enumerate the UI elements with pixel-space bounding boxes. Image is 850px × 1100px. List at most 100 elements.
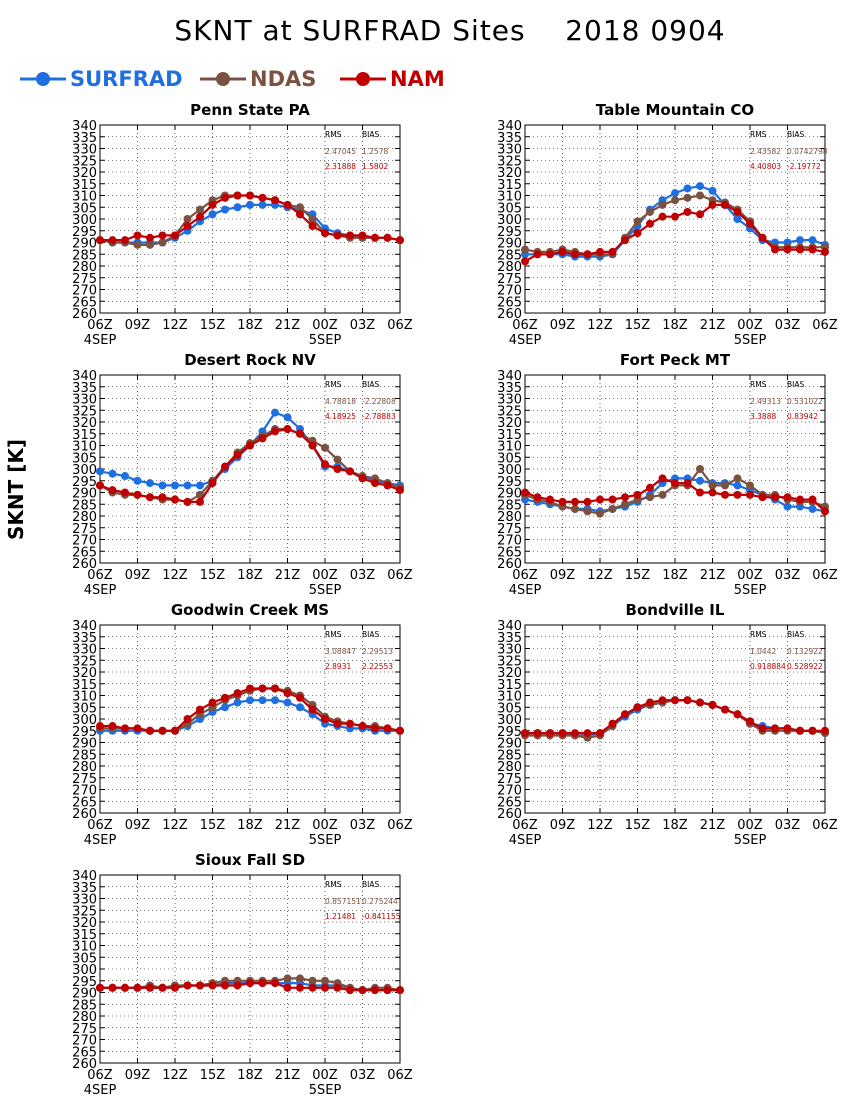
data-point-nam bbox=[96, 481, 104, 490]
x-tick-label: 15Z bbox=[200, 318, 226, 333]
y-tick-label: 305 bbox=[497, 201, 522, 216]
data-point-nam bbox=[383, 481, 392, 490]
data-point-ndas bbox=[696, 191, 704, 200]
data-point-nam bbox=[621, 710, 629, 719]
y-tick-label: 320 bbox=[72, 166, 97, 181]
x-tick-label: 03Z bbox=[350, 1068, 376, 1083]
stats-header-bias: BIAS bbox=[362, 630, 379, 639]
y-tick-label: 310 bbox=[497, 440, 522, 455]
data-point-ndas bbox=[283, 974, 292, 983]
data-point-surfrad bbox=[133, 476, 142, 485]
y-tick-label: 270 bbox=[497, 784, 522, 799]
y-tick-label: 340 bbox=[72, 119, 97, 134]
x-tick-sublabel: 5SEP bbox=[309, 583, 342, 598]
y-tick-label: 340 bbox=[72, 369, 97, 384]
data-point-nam bbox=[783, 245, 792, 254]
data-point-ndas bbox=[321, 443, 329, 452]
x-tick-label: 15Z bbox=[625, 568, 651, 583]
data-point-nam bbox=[333, 231, 342, 240]
y-tick-label: 280 bbox=[497, 760, 522, 775]
x-tick-label: 21Z bbox=[700, 318, 726, 333]
data-point-nam bbox=[758, 233, 767, 242]
data-point-nam bbox=[583, 729, 592, 738]
y-tick-label: 330 bbox=[72, 393, 97, 408]
data-point-nam bbox=[583, 250, 592, 259]
data-point-nam bbox=[233, 689, 242, 698]
y-tick-label: 335 bbox=[497, 631, 522, 646]
y-tick-label: 290 bbox=[72, 987, 97, 1002]
y-tick-label: 340 bbox=[497, 119, 522, 134]
y-tick-label: 280 bbox=[72, 510, 97, 525]
x-tick-label: 15Z bbox=[625, 818, 651, 833]
data-point-nam bbox=[721, 490, 729, 499]
data-point-nam bbox=[358, 474, 367, 483]
chart-title: Desert Rock NV bbox=[184, 351, 316, 369]
legend-label: NDAS bbox=[250, 67, 317, 91]
data-point-nam bbox=[821, 726, 829, 735]
x-tick-label: 18Z bbox=[237, 568, 263, 583]
legend-label: SURFRAD bbox=[70, 67, 183, 91]
data-point-nam bbox=[283, 200, 292, 209]
data-point-ndas bbox=[621, 500, 629, 509]
y-tick-label: 300 bbox=[72, 713, 97, 728]
data-point-nam bbox=[296, 429, 304, 438]
data-point-surfrad bbox=[196, 481, 204, 490]
y-tick-label: 335 bbox=[72, 131, 97, 146]
x-tick-sublabel: 5SEP bbox=[734, 833, 767, 848]
data-point-nam bbox=[533, 493, 542, 502]
data-point-nam bbox=[208, 698, 217, 707]
data-point-nam bbox=[308, 441, 317, 450]
y-tick-label: 270 bbox=[72, 534, 97, 549]
data-point-nam bbox=[283, 983, 292, 992]
data-point-nam bbox=[771, 245, 779, 254]
data-point-surfrad bbox=[808, 236, 817, 245]
y-tick-label: 275 bbox=[72, 1022, 97, 1037]
chart-panel: Sioux Fall SD 260265270275280285290295300… bbox=[72, 851, 413, 1098]
data-point-surfrad bbox=[296, 703, 304, 712]
y-tick-label: 290 bbox=[497, 487, 522, 502]
y-tick-label: 275 bbox=[497, 772, 522, 787]
y-tick-label: 330 bbox=[72, 143, 97, 158]
y-tick-label: 310 bbox=[72, 940, 97, 955]
chart-title: Sioux Fall SD bbox=[195, 851, 305, 869]
data-point-nam bbox=[296, 983, 304, 992]
stats-header-rms: RMS bbox=[325, 130, 342, 139]
x-tick-label: 06Z bbox=[87, 818, 113, 833]
y-tick-label: 265 bbox=[497, 545, 522, 560]
stats-header-rms: RMS bbox=[750, 380, 767, 389]
x-tick-label: 06Z bbox=[512, 568, 538, 583]
data-point-nam bbox=[396, 486, 404, 495]
y-tick-label: 305 bbox=[72, 701, 97, 716]
data-point-nam bbox=[321, 229, 329, 238]
y-tick-label: 320 bbox=[497, 666, 522, 681]
stats-header-rms: RMS bbox=[750, 130, 767, 139]
data-point-nam bbox=[371, 233, 379, 242]
data-point-ndas bbox=[646, 207, 654, 216]
data-point-nam bbox=[383, 724, 392, 733]
data-point-nam bbox=[671, 696, 679, 705]
data-point-nam bbox=[708, 700, 717, 709]
stats-rms-value: 4.18925 bbox=[325, 412, 356, 421]
data-point-surfrad bbox=[246, 200, 254, 209]
data-point-surfrad bbox=[733, 481, 742, 490]
stats-rms-value: 2.43582 bbox=[750, 147, 781, 156]
y-tick-label: 305 bbox=[497, 451, 522, 466]
data-point-nam bbox=[383, 986, 392, 995]
y-tick-label: 320 bbox=[72, 416, 97, 431]
x-tick-sublabel: 4SEP bbox=[509, 333, 542, 348]
x-tick-label: 09Z bbox=[125, 818, 151, 833]
data-point-nam bbox=[583, 497, 592, 506]
y-tick-label: 260 bbox=[497, 307, 522, 322]
data-point-nam bbox=[571, 497, 579, 506]
y-tick-label: 285 bbox=[72, 748, 97, 763]
data-point-surfrad bbox=[783, 502, 792, 511]
y-tick-label: 285 bbox=[72, 498, 97, 513]
y-tick-label: 290 bbox=[72, 737, 97, 752]
data-point-ndas bbox=[196, 490, 204, 499]
x-tick-sublabel: 4SEP bbox=[84, 333, 117, 348]
data-point-surfrad bbox=[246, 696, 254, 705]
y-tick-label: 260 bbox=[72, 307, 97, 322]
y-tick-label: 265 bbox=[72, 1045, 97, 1060]
stats-bias-value: -2.19772 bbox=[787, 162, 821, 171]
y-tick-label: 315 bbox=[497, 428, 522, 443]
